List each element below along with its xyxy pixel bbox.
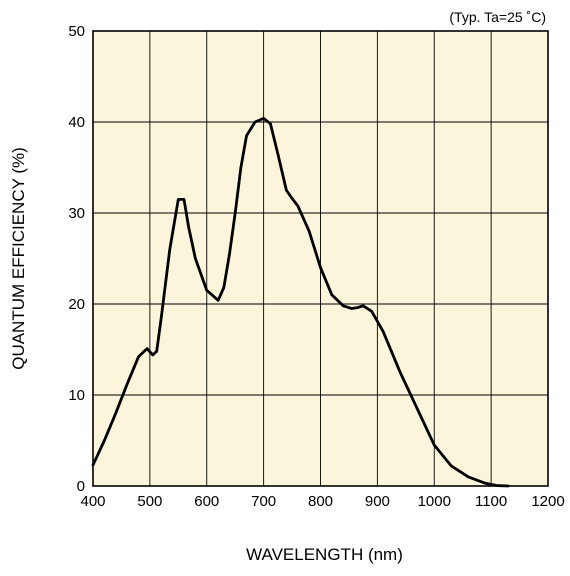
x-tick-label: 600 (194, 493, 219, 510)
x-tick-label: 400 (80, 493, 105, 510)
conditions-note: (Typ. Ta=25 ˚C) (449, 9, 546, 25)
x-tick-label: 700 (251, 493, 276, 510)
x-tick-label: 500 (137, 493, 162, 510)
y-tick-label: 40 (68, 114, 85, 131)
x-tick-label: 1000 (418, 493, 451, 510)
y-tick-label: 50 (68, 23, 85, 40)
x-tick-label: 800 (308, 493, 333, 510)
x-tick-labels: 400 500 600 700 800 900 1000 1100 1200 (80, 493, 564, 510)
y-tick-label: 20 (68, 296, 85, 313)
y-tick-labels: 0 10 20 30 40 50 (68, 23, 85, 495)
x-tick-label: 1200 (531, 493, 564, 510)
plot-frame (92, 30, 549, 487)
x-tick-label: 900 (365, 493, 390, 510)
x-tick-label: 1100 (475, 493, 507, 510)
y-tick-label: 10 (68, 387, 85, 404)
y-tick-label: 30 (68, 205, 85, 222)
x-axis-title: WAVELENGTH (nm) (246, 545, 403, 564)
quantum-efficiency-curve (91, 116, 510, 488)
y-axis-title: QUANTUM EFFICIENCY (%) (9, 147, 28, 370)
y-tick-label: 0 (77, 478, 85, 495)
